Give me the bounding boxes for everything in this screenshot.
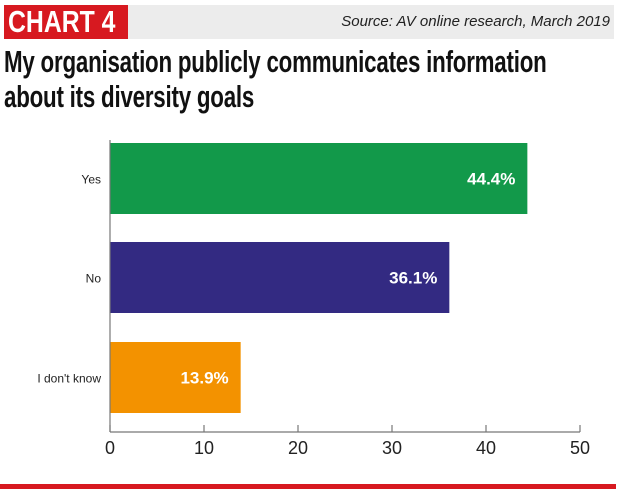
bar	[110, 342, 241, 413]
x-tick-label: 50	[570, 438, 590, 458]
data-label: 36.1%	[389, 269, 437, 288]
x-tick-label: 0	[105, 438, 115, 458]
chart-number-badge: CHART 4	[4, 5, 128, 39]
source-note: Source: AV online research, March 2019	[341, 13, 610, 30]
category-label: No	[86, 272, 102, 286]
category-label: I don't know	[37, 372, 101, 386]
bottom-rule	[0, 484, 616, 489]
category-label: Yes	[81, 173, 101, 187]
bar	[110, 143, 528, 214]
chart-title: My organisation publicly communicates in…	[4, 44, 547, 114]
data-label: 13.9%	[180, 369, 228, 388]
x-tick-label: 40	[476, 438, 496, 458]
data-label: 44.4%	[467, 170, 515, 189]
x-tick-label: 10	[194, 438, 214, 458]
bar	[110, 242, 450, 313]
x-tick-label: 20	[288, 438, 308, 458]
x-tick-label: 30	[382, 438, 402, 458]
